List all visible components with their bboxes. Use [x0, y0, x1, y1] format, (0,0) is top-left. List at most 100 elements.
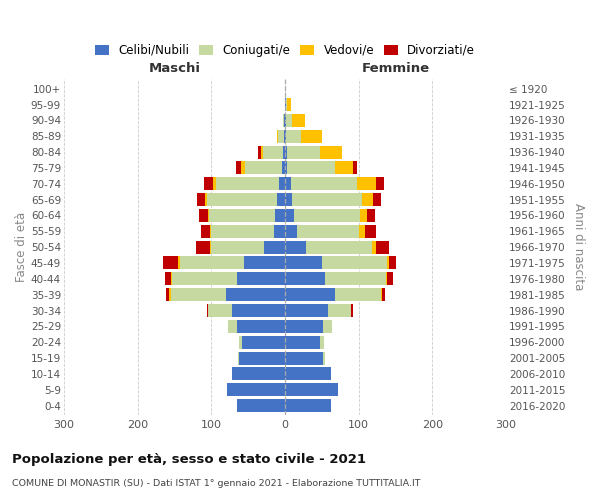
Bar	[163, 256, 178, 270]
Bar	[373, 193, 381, 206]
Bar	[301, 130, 322, 142]
Bar	[357, 178, 376, 190]
Bar	[362, 193, 373, 206]
Bar	[165, 272, 170, 285]
Text: COMUNE DI MONASTIR (SU) - Dati ISTAT 1° gennaio 2021 - Elaborazione TUTTITALIA.I: COMUNE DI MONASTIR (SU) - Dati ISTAT 1° …	[12, 479, 421, 488]
Bar	[227, 384, 285, 396]
Bar	[172, 272, 237, 285]
Bar	[166, 288, 169, 301]
Bar	[287, 162, 335, 174]
Bar	[238, 352, 239, 364]
Text: Popolazione per età, sesso e stato civile - 2021: Popolazione per età, sesso e stato civil…	[12, 452, 366, 466]
Bar	[328, 304, 351, 317]
Bar	[285, 320, 323, 333]
Bar	[335, 288, 381, 301]
Bar	[283, 114, 284, 127]
Bar	[325, 272, 386, 285]
Bar	[282, 162, 285, 174]
Bar	[286, 130, 301, 142]
Bar	[382, 288, 385, 301]
Bar	[360, 209, 367, 222]
Bar	[292, 114, 305, 127]
Bar	[285, 193, 292, 206]
Y-axis label: Anni di nascita: Anni di nascita	[572, 204, 585, 291]
Bar	[285, 288, 335, 301]
Bar	[287, 146, 320, 158]
Bar	[207, 304, 208, 317]
Bar	[257, 146, 262, 158]
Bar	[386, 256, 389, 270]
Bar	[196, 240, 210, 254]
Bar	[211, 225, 274, 238]
Bar	[285, 98, 286, 111]
Bar	[372, 240, 376, 254]
Bar	[285, 304, 328, 317]
Bar	[232, 304, 285, 317]
Bar	[279, 178, 285, 190]
Bar	[285, 178, 291, 190]
Bar	[284, 114, 285, 127]
Bar	[242, 336, 285, 348]
Bar	[388, 272, 393, 285]
Bar	[277, 130, 278, 142]
Bar	[201, 225, 210, 238]
Bar	[237, 399, 285, 412]
Bar	[205, 193, 207, 206]
Bar	[285, 384, 338, 396]
Bar	[237, 272, 285, 285]
Bar	[376, 240, 389, 254]
Bar	[285, 399, 331, 412]
Bar	[278, 130, 284, 142]
Bar	[199, 209, 208, 222]
Bar	[204, 178, 212, 190]
Bar	[236, 162, 241, 174]
Bar	[389, 256, 396, 270]
Bar	[285, 114, 286, 127]
Bar	[285, 352, 323, 364]
Y-axis label: Fasce di età: Fasce di età	[15, 212, 28, 282]
Bar	[323, 352, 325, 364]
Bar	[286, 114, 292, 127]
Bar	[291, 178, 357, 190]
Bar	[287, 98, 291, 111]
Bar	[170, 272, 172, 285]
Bar	[212, 178, 217, 190]
Bar	[245, 162, 282, 174]
Bar	[210, 240, 211, 254]
Bar	[365, 225, 376, 238]
Bar	[207, 193, 277, 206]
Bar	[292, 193, 362, 206]
Bar	[305, 240, 372, 254]
Bar	[359, 225, 365, 238]
Bar	[170, 288, 226, 301]
Bar	[263, 146, 283, 158]
Bar	[286, 98, 287, 111]
Bar	[351, 304, 353, 317]
Bar	[285, 146, 287, 158]
Bar	[367, 209, 375, 222]
Bar	[353, 162, 357, 174]
Bar	[285, 240, 305, 254]
Bar	[283, 146, 285, 158]
Bar	[320, 146, 343, 158]
Bar	[262, 146, 263, 158]
Bar	[210, 225, 211, 238]
Bar	[277, 193, 285, 206]
Bar	[197, 193, 205, 206]
Bar	[381, 288, 382, 301]
Bar	[211, 240, 264, 254]
Bar	[208, 209, 209, 222]
Bar	[237, 320, 285, 333]
Bar	[285, 256, 322, 270]
Bar	[297, 225, 359, 238]
Bar	[169, 288, 170, 301]
Bar	[285, 130, 286, 142]
Bar	[264, 240, 285, 254]
Bar	[285, 272, 325, 285]
Text: Femmine: Femmine	[361, 62, 430, 75]
Bar	[232, 368, 285, 380]
Bar	[275, 209, 285, 222]
Bar	[284, 130, 285, 142]
Bar	[335, 162, 353, 174]
Legend: Celibi/Nubili, Coniugati/e, Vedovi/e, Divorziati/e: Celibi/Nubili, Coniugati/e, Vedovi/e, Di…	[92, 42, 478, 59]
